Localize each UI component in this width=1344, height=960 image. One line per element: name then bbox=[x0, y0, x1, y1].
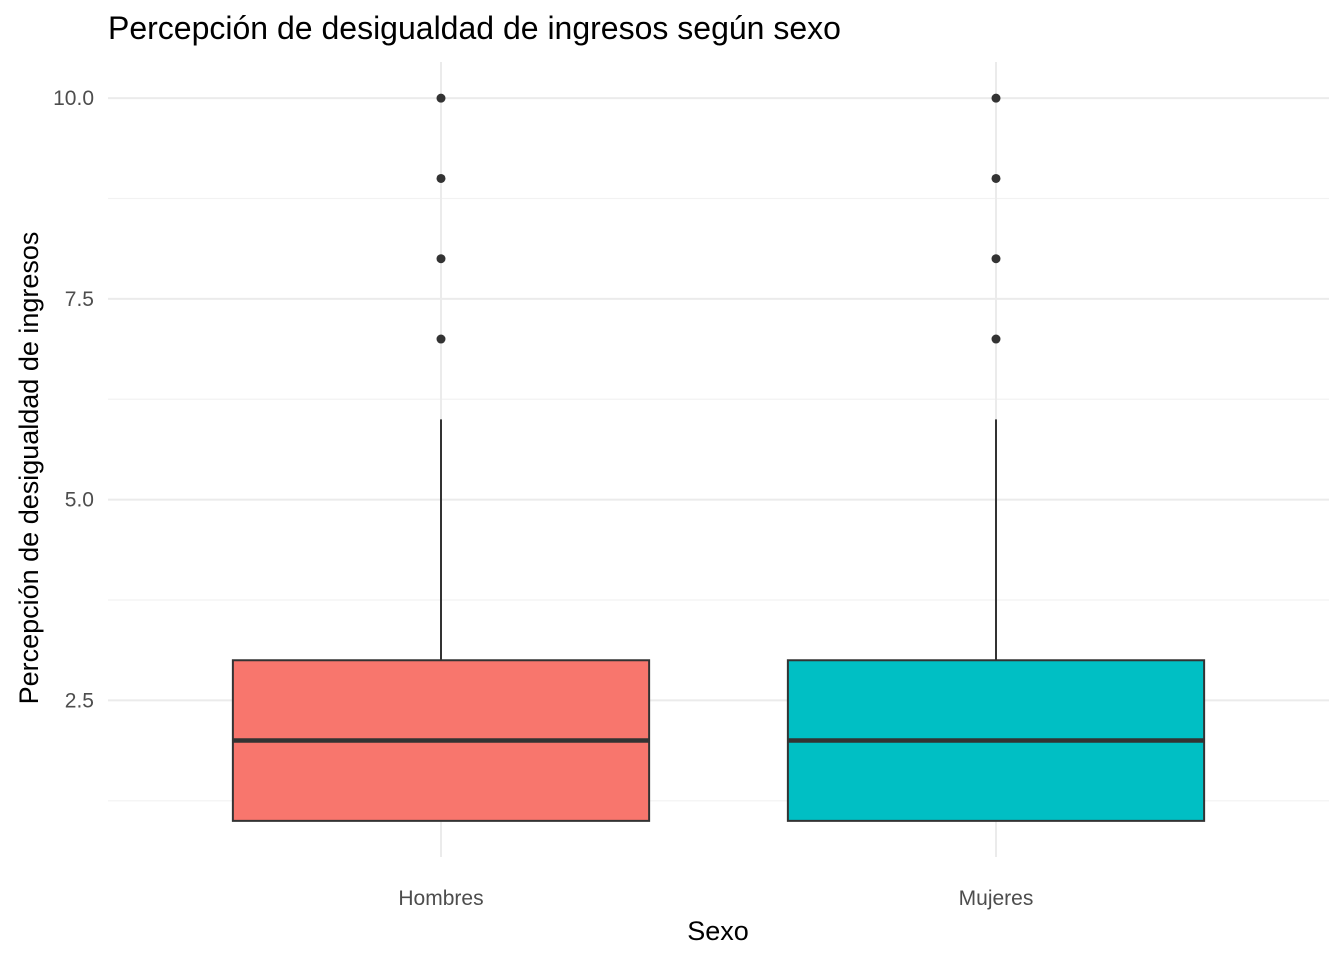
y-tick-label: 5.0 bbox=[65, 489, 94, 512]
outlier-point bbox=[436, 173, 446, 183]
outlier-point bbox=[991, 334, 1001, 344]
box-mujeres bbox=[786, 93, 1206, 822]
y-axis-title: Percepción de desigualdad de ingresos bbox=[14, 232, 44, 705]
y-tick-label: 10.0 bbox=[53, 87, 94, 110]
y-tick-label: 2.5 bbox=[65, 689, 94, 712]
y-tick-label: 7.5 bbox=[65, 288, 94, 311]
chart-title: Percepción de desigualdad de ingresos se… bbox=[108, 10, 841, 46]
outlier-point bbox=[991, 173, 1001, 183]
x-tick-label: Mujeres bbox=[959, 887, 1034, 910]
boxplot-series bbox=[231, 93, 1206, 822]
outlier-point bbox=[436, 93, 446, 103]
outlier-point bbox=[436, 254, 446, 264]
x-tick-label: Hombres bbox=[398, 887, 483, 910]
box-hombres bbox=[231, 93, 651, 822]
outlier-point bbox=[991, 254, 1001, 264]
outlier-point bbox=[436, 334, 446, 344]
x-axis-ticks: Hombres Mujeres bbox=[398, 887, 1033, 910]
y-axis-ticks: 2.5 5.0 7.5 10.0 bbox=[53, 87, 94, 712]
x-axis-title: Sexo bbox=[687, 916, 749, 946]
outlier-point bbox=[991, 93, 1001, 103]
